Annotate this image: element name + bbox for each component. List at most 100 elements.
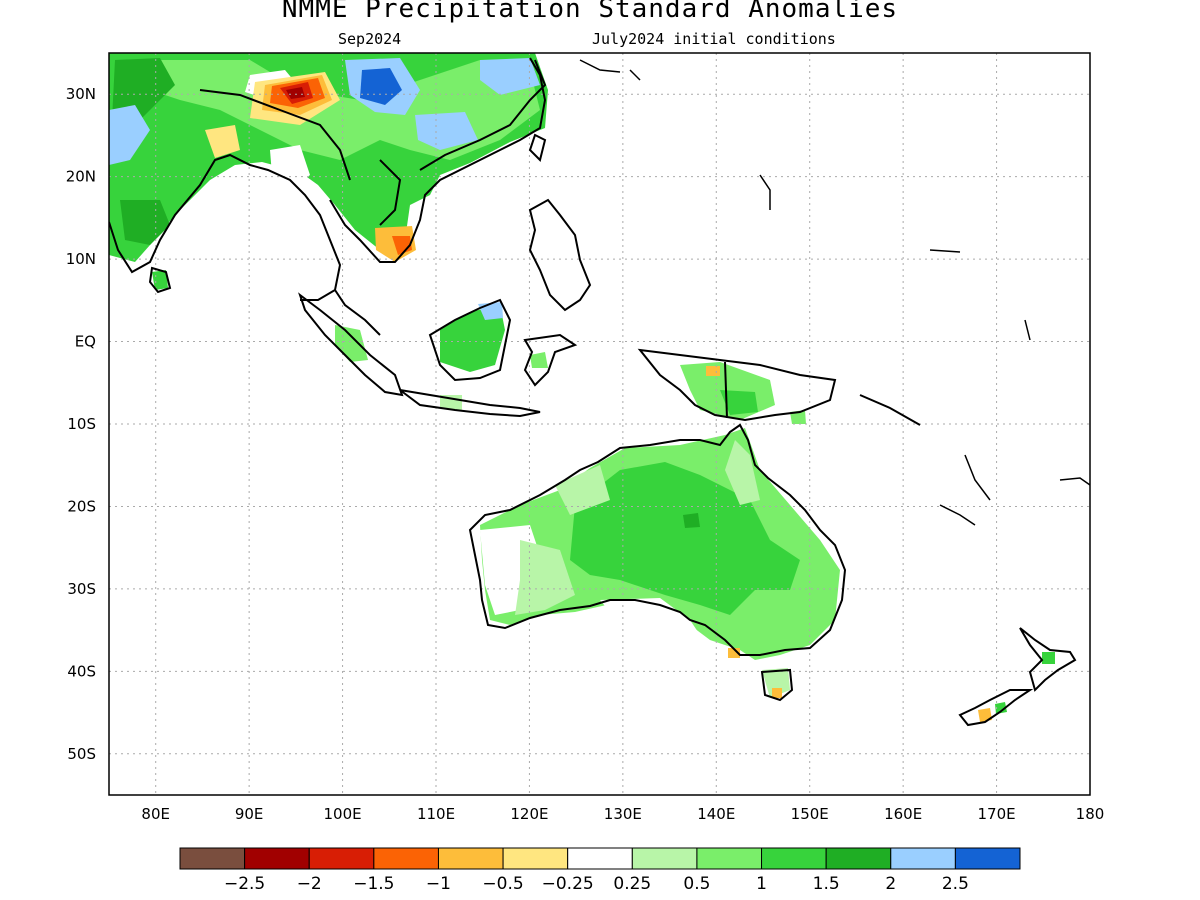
initial-conditions-label: July2024 initial conditions [592, 30, 836, 48]
australia-dark-green [683, 513, 700, 528]
australia-east-pale [725, 440, 760, 505]
coast-taiwan [528, 133, 547, 162]
lat-tick-label: EQ [75, 333, 96, 351]
coast-philippines [528, 198, 592, 312]
tasmania-field [762, 668, 790, 698]
longitude-axis: 80E 90E 100E 110E 120E 130E 140E 150E 160E 170E 18… [141, 805, 1104, 823]
sulawesi-green [530, 352, 548, 368]
legend-swatch [890, 847, 956, 870]
legend-swatch [308, 847, 375, 870]
lon-tick-label: 170E [978, 805, 1016, 823]
legend-swatch [761, 847, 827, 870]
coast-sumatra [298, 292, 404, 397]
legend-swatch [373, 847, 439, 870]
coast-borders-2 [379, 159, 402, 226]
lon-tick-label: 100E [324, 805, 362, 823]
island-1 [579, 59, 621, 73]
island-7 [1059, 477, 1091, 486]
coast-india [109, 153, 342, 301]
legend-swatch [244, 847, 310, 870]
australia-south-white [600, 598, 700, 635]
plot-frame [108, 52, 1091, 796]
gridlines [109, 53, 1090, 795]
legend-swatch [502, 847, 569, 870]
australia-south-orange [728, 648, 740, 658]
lat-tick-label: 30S [67, 580, 96, 598]
legend-label: 1.5 [813, 874, 840, 894]
india-light-blue [109, 105, 150, 165]
legend-label: −0.5 [482, 874, 523, 894]
cambodia-darkorange [392, 236, 412, 255]
island-4 [929, 249, 961, 253]
bay-yellow [205, 125, 240, 158]
map-title: NMME Precipitation Standard Anomalies [281, 0, 899, 24]
legend-swatch [567, 847, 633, 870]
australia-north-pale [555, 465, 610, 515]
pacific-islands [579, 59, 1091, 526]
island-8 [1024, 319, 1031, 341]
color-legend: −2.5 −2 −1.5 −1 −0.5 −0.25 0.25 0.5 1 1.5 2 2.5 [179, 847, 1021, 894]
lon-tick-label: 90E [235, 805, 264, 823]
legend-label: −2.5 [224, 874, 265, 894]
legend-swatch [179, 847, 246, 870]
borneo-field [440, 305, 505, 372]
yellow-sea-light-blue [480, 58, 540, 95]
coast-nz-north [1019, 627, 1077, 692]
coast-newguinea [637, 348, 837, 422]
lat-tick-label: 10S [67, 415, 96, 433]
legend-label: −2 [297, 874, 322, 894]
sumatra-green [335, 325, 368, 362]
coast-malay [334, 289, 381, 336]
china-blue [360, 68, 402, 105]
nz-south-green [995, 702, 1007, 714]
lon-tick-label: 80E [141, 805, 170, 823]
legend-label: 0.5 [683, 874, 710, 894]
australia-west-pale [515, 540, 575, 615]
lon-tick-label: 180 [1076, 805, 1105, 823]
lon-tick-label: 150E [791, 805, 829, 823]
lon-tick-label: 130E [604, 805, 642, 823]
legend-label: −0.25 [542, 874, 594, 894]
lon-tick-label: 120E [510, 805, 548, 823]
bay-white [270, 145, 310, 190]
legend-label: 1 [756, 874, 767, 894]
legend-label: 2 [885, 874, 896, 894]
lat-tick-label: 20S [67, 497, 96, 515]
coast-java [399, 389, 541, 418]
target-month-label: Sep2024 [338, 30, 402, 48]
coast-indochina [329, 57, 547, 263]
island-6 [939, 504, 976, 526]
latitude-axis: 30N 20N 10N EQ 10S 20S 30S 40S 50S [66, 85, 96, 763]
coastlines [109, 57, 1077, 727]
india-dark-green [120, 200, 170, 245]
coast-srilanka [148, 266, 172, 294]
lon-tick-label: 160E [884, 805, 922, 823]
island-3 [759, 174, 771, 210]
island-5 [964, 454, 991, 501]
coast-tasmania [760, 668, 794, 702]
coast-china [419, 59, 547, 171]
coast-australia [468, 423, 847, 656]
lat-tick-label: 30N [66, 85, 96, 103]
lat-tick-label: 50S [67, 745, 96, 763]
lat-tick-label: 10N [66, 250, 96, 268]
tibet-dark-red [286, 87, 305, 99]
tasmania-orange [772, 688, 782, 698]
legend-swatch [696, 847, 763, 870]
lat-tick-label: 20N [66, 168, 96, 186]
coast-borneo [428, 298, 512, 382]
legend-label: 2.5 [942, 874, 969, 894]
legend-swatch [825, 847, 892, 870]
nz-north-green [1042, 652, 1055, 664]
lon-tick-label: 140E [697, 805, 735, 823]
island-2 [629, 69, 641, 81]
legend-label: −1 [426, 874, 451, 894]
coast-borders-1 [199, 89, 351, 181]
legend-swatch [437, 847, 504, 870]
lat-tick-label: 40S [67, 662, 96, 680]
coast-newguinea-border [724, 361, 728, 419]
new-guinea-dark [720, 390, 758, 415]
anomaly-field [109, 53, 1055, 722]
new-guinea-yellow [706, 366, 720, 376]
